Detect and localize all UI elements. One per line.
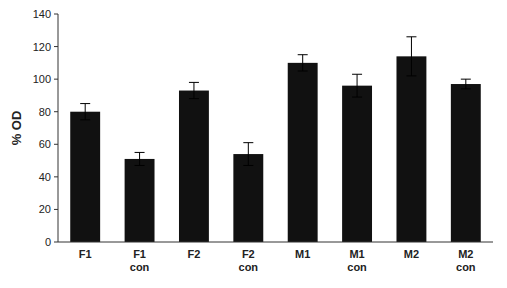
- bar: [396, 56, 426, 242]
- error-cap: [80, 119, 90, 120]
- error-cap: [135, 152, 145, 153]
- error-line: [357, 74, 358, 97]
- y-tick: [54, 46, 58, 47]
- error-cap: [406, 75, 416, 76]
- error-line: [411, 37, 412, 76]
- x-tick-label: F2con: [239, 248, 259, 273]
- y-axis-label: % OD: [9, 111, 24, 146]
- bar: [179, 91, 209, 242]
- error-cap: [298, 71, 308, 72]
- x-tick-label-line: con: [130, 261, 150, 273]
- y-tick-label: 60: [39, 138, 51, 150]
- x-tick-label: M1con: [347, 248, 367, 273]
- x-tick-label-line: F1: [79, 248, 92, 260]
- error-cap: [80, 103, 90, 104]
- error-line: [139, 152, 140, 165]
- y-tick-label: 100: [33, 73, 51, 85]
- error-line: [193, 82, 194, 98]
- bar: [451, 84, 481, 242]
- y-tick: [54, 176, 58, 177]
- error-cap: [298, 54, 308, 55]
- y-tick-label: 140: [33, 8, 51, 20]
- x-tick-label-line: M2: [404, 248, 419, 260]
- error-bar: [298, 55, 308, 71]
- y-tick: [54, 14, 58, 15]
- bar: [233, 154, 263, 242]
- x-tick-label-line: M1: [295, 248, 310, 260]
- error-bar: [461, 79, 471, 89]
- x-tick-label: F1: [79, 248, 92, 260]
- y-tick: [54, 144, 58, 145]
- y-tick-label: 120: [33, 41, 51, 53]
- y-tick-label: 80: [39, 106, 51, 118]
- x-tick-label-line: F1: [133, 248, 146, 260]
- x-tick-label-line: con: [239, 261, 259, 273]
- error-cap: [135, 165, 145, 166]
- x-tick-label-line: con: [456, 261, 476, 273]
- bar: [342, 86, 372, 242]
- x-tick-label-line: F2: [242, 248, 255, 260]
- error-cap: [461, 88, 471, 89]
- y-tick: [54, 209, 58, 210]
- error-bar: [243, 143, 253, 166]
- error-cap: [243, 165, 253, 166]
- plot-area: [70, 37, 481, 242]
- y-tick: [54, 79, 58, 80]
- error-cap: [189, 98, 199, 99]
- error-cap: [243, 142, 253, 143]
- y-axis-line: [58, 14, 59, 242]
- y-tick: [54, 111, 58, 112]
- x-tick-label-line: con: [347, 261, 367, 273]
- x-axis-line: [58, 242, 493, 243]
- error-cap: [352, 97, 362, 98]
- error-bar: [406, 37, 416, 76]
- x-tick-label: M2: [404, 248, 419, 260]
- bar: [125, 159, 155, 242]
- error-bar: [135, 152, 145, 165]
- x-tick-label: M1: [295, 248, 310, 260]
- error-line: [302, 55, 303, 71]
- x-tick-label: M2con: [456, 248, 476, 273]
- error-bar: [80, 104, 90, 120]
- y-tick-label: 0: [45, 236, 51, 248]
- x-tick-label-line: M2: [458, 248, 473, 260]
- error-line: [85, 104, 86, 120]
- error-cap: [406, 36, 416, 37]
- bar: [288, 63, 318, 242]
- x-tick-label-line: M1: [349, 248, 364, 260]
- error-cap: [352, 74, 362, 75]
- error-cap: [189, 82, 199, 83]
- chart-svg: 020406080100120140F1F1conF2F2conM1M1conM…: [0, 0, 507, 288]
- error-line: [465, 79, 466, 89]
- x-tick-label: F1con: [130, 248, 150, 273]
- y-tick: [54, 242, 58, 243]
- chart-container: 020406080100120140F1F1conF2F2conM1M1conM…: [0, 0, 507, 288]
- bar: [70, 112, 100, 242]
- x-tick-label: F2: [188, 248, 201, 260]
- y-tick-label: 40: [39, 171, 51, 183]
- error-cap: [461, 79, 471, 80]
- error-bar: [189, 82, 199, 98]
- error-bar: [352, 74, 362, 97]
- y-tick-label: 20: [39, 203, 51, 215]
- error-line: [248, 143, 249, 166]
- x-tick-label-line: F2: [188, 248, 201, 260]
